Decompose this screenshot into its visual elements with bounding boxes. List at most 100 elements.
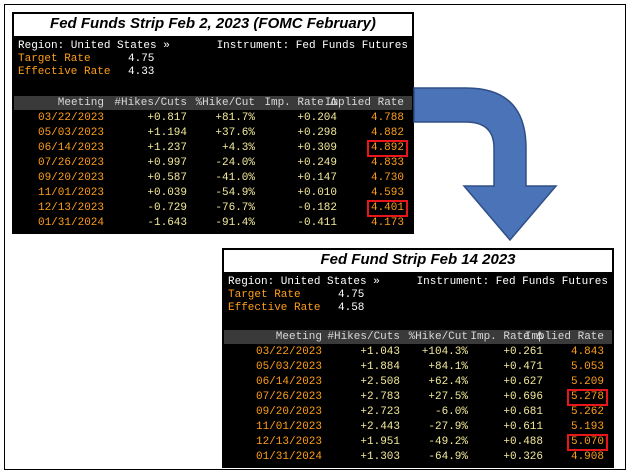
column-header[interactable]: Meeting (57, 97, 104, 109)
column-header[interactable]: #Hikes/Cuts (327, 331, 400, 343)
curved-down-arrow-icon (413, 87, 558, 242)
column-header[interactable]: Meeting (275, 331, 322, 343)
implied-rate: 5.193 (570, 421, 604, 433)
implied-rate-highlighted: 5.070 (566, 434, 609, 451)
hikes-cuts: +1.884 (360, 361, 400, 373)
hike-cut-pct: +62.4% (428, 376, 468, 388)
imp-rate-delta: +0.627 (503, 376, 543, 388)
table-row[interactable]: 05/03/2023 +1.194 +37.6% +0.298 4.882 (14, 126, 412, 141)
hikes-cuts: -0.729 (147, 202, 187, 214)
hike-cut-pct: -6.0% (434, 406, 468, 418)
column-header-row: Meeting #Hikes/Cuts %Hike/Cut Imp. Rate Δ Im… (224, 330, 612, 344)
table-row[interactable]: 03/22/2023 +0.817 +81.7% +0.204 4.788 (14, 111, 412, 126)
column-header[interactable]: %Hike/Cut (195, 97, 255, 109)
imp-rate-delta: -0.182 (297, 202, 337, 214)
imp-rate-delta: +0.147 (297, 172, 337, 184)
instrument-label: Instrument: Fed Funds Futures (416, 276, 608, 288)
implied-rate: 5.262 (570, 406, 604, 418)
table-row[interactable]: 12/13/2023 -0.729 -76.7% -0.182 4.401 (14, 200, 412, 217)
table-row[interactable]: 01/31/2024 -1.643 -91.4% -0.411 4.173 (14, 216, 412, 231)
imp-rate-delta: +0.298 (297, 127, 337, 139)
imp-rate-delta: +0.326 (503, 451, 543, 463)
hike-cut-pct: +37.6% (215, 127, 255, 139)
hike-cut-pct: +104.3% (421, 346, 468, 358)
hike-cut-pct: +84.1% (428, 361, 468, 373)
hike-cut-pct: -27.9% (428, 421, 468, 433)
implied-rate: 4.730 (370, 172, 404, 184)
meeting-date: 11/01/2023 (255, 421, 322, 433)
imp-rate-delta: -0.411 (297, 217, 337, 229)
implied-rate-highlighted: 4.892 (366, 140, 409, 157)
table-row[interactable]: 12/13/2023 +1.951 -49.2% +0.488 5.070 (224, 434, 612, 451)
meeting-date: 01/31/2024 (37, 217, 104, 229)
table-row[interactable]: 11/01/2023 +2.443 -27.9% +0.611 5.193 (224, 420, 612, 435)
panel-feb-2: Fed Funds Strip Feb 2, 2023 (FOMC Februa… (12, 12, 414, 234)
hikes-cuts: +1.951 (360, 436, 400, 448)
region-label[interactable]: Region: United States » (18, 40, 170, 52)
implied-rate: 4.593 (370, 187, 404, 199)
table-row[interactable]: 01/31/2024 +1.303 -64.9% +0.326 4.908 (224, 450, 612, 465)
column-header[interactable]: #Hikes/Cuts (114, 97, 187, 109)
table-row[interactable]: 06/14/2023 +1.237 +4.3% +0.309 4.892 (14, 140, 412, 157)
column-header[interactable]: Implied Rate (324, 97, 404, 109)
hike-cut-pct: +4.3% (221, 142, 255, 154)
table-row[interactable]: 07/26/2023 +0.997 -24.0% +0.249 4.833 (14, 156, 412, 171)
column-header[interactable]: Imp. Rate Δ (264, 97, 337, 109)
hike-cut-pct: -64.9% (428, 451, 468, 463)
hike-cut-pct: -49.2% (428, 436, 468, 448)
hikes-cuts: +0.817 (147, 112, 187, 124)
table-row[interactable]: 07/26/2023 +2.783 +27.5% +0.696 5.278 (224, 389, 612, 406)
implied-rate: 4.908 (570, 451, 604, 463)
table-row[interactable]: 06/14/2023 +2.508 +62.4% +0.627 5.209 (224, 375, 612, 390)
hike-cut-pct: -24.0% (215, 157, 255, 169)
region-label[interactable]: Region: United States » (228, 276, 380, 288)
implied-rate: 5.209 (570, 376, 604, 388)
hikes-cuts: +1.303 (360, 451, 400, 463)
table-row[interactable]: 09/20/2023 +0.587 -41.0% +0.147 4.730 (14, 171, 412, 186)
column-header-row: Meeting #Hikes/Cuts %Hike/Cut Imp. Rate Δ Im… (14, 96, 412, 110)
hike-cut-pct: +81.7% (215, 112, 255, 124)
meeting-date: 05/03/2023 (37, 127, 104, 139)
imp-rate-delta: +0.010 (297, 187, 337, 199)
imp-rate-delta: +0.471 (503, 361, 543, 373)
hikes-cuts: +0.587 (147, 172, 187, 184)
imp-rate-delta: +0.696 (503, 391, 543, 403)
effective-rate-value: 4.58 (338, 302, 365, 314)
implied-rate: 4.833 (370, 157, 404, 169)
panel-feb-14: Fed Fund Strip Feb 14 2023 Region: Unite… (222, 248, 614, 468)
meeting-date: 03/22/2023 (37, 112, 104, 124)
column-header[interactable]: %Hike/Cut (408, 331, 468, 343)
hike-cut-pct: -91.4% (215, 217, 255, 229)
implied-rate: 4.788 (370, 112, 404, 124)
effective-rate-label: Effective Rate (18, 66, 111, 78)
hikes-cuts: +1.043 (360, 346, 400, 358)
meeting-date: 12/13/2023 (255, 436, 322, 448)
target-rate-label: Target Rate (18, 53, 91, 65)
hikes-cuts: +2.443 (360, 421, 400, 433)
table-row[interactable]: 03/22/2023 +1.043 +104.3% +0.261 4.843 (224, 345, 612, 360)
table-row[interactable]: 05/03/2023 +1.884 +84.1% +0.471 5.053 (224, 360, 612, 375)
table-row[interactable]: 11/01/2023 +0.039 -54.9% +0.010 4.593 (14, 186, 412, 201)
meeting-date: 11/01/2023 (37, 187, 104, 199)
implied-rate-highlighted: 5.278 (566, 389, 609, 406)
panel-title: Fed Funds Strip Feb 2, 2023 (FOMC Februa… (50, 15, 376, 32)
target-rate-label: Target Rate (228, 289, 301, 301)
hikes-cuts: +0.039 (147, 187, 187, 199)
hike-cut-pct: -41.0% (215, 172, 255, 184)
table-row[interactable]: 09/20/2023 +2.723 -6.0% +0.681 5.262 (224, 405, 612, 420)
hike-cut-pct: -54.9% (215, 187, 255, 199)
imp-rate-delta: +0.249 (297, 157, 337, 169)
meeting-date: 07/26/2023 (255, 391, 322, 403)
panel-title: Fed Fund Strip Feb 14 2023 (320, 251, 516, 268)
imp-rate-delta: +0.611 (503, 421, 543, 433)
column-header[interactable]: Implied Rate (524, 331, 604, 343)
hike-cut-pct: -76.7% (215, 202, 255, 214)
implied-rate: 4.843 (570, 346, 604, 358)
hikes-cuts: +2.783 (360, 391, 400, 403)
imp-rate-delta: +0.488 (503, 436, 543, 448)
column-header[interactable]: Imp. Rate Δ (470, 331, 543, 343)
terminal-window: Region: United States » Instrument: Fed … (224, 272, 612, 466)
meeting-date: 05/03/2023 (255, 361, 322, 373)
meeting-date: 09/20/2023 (255, 406, 322, 418)
implied-rate: 4.173 (370, 217, 404, 229)
